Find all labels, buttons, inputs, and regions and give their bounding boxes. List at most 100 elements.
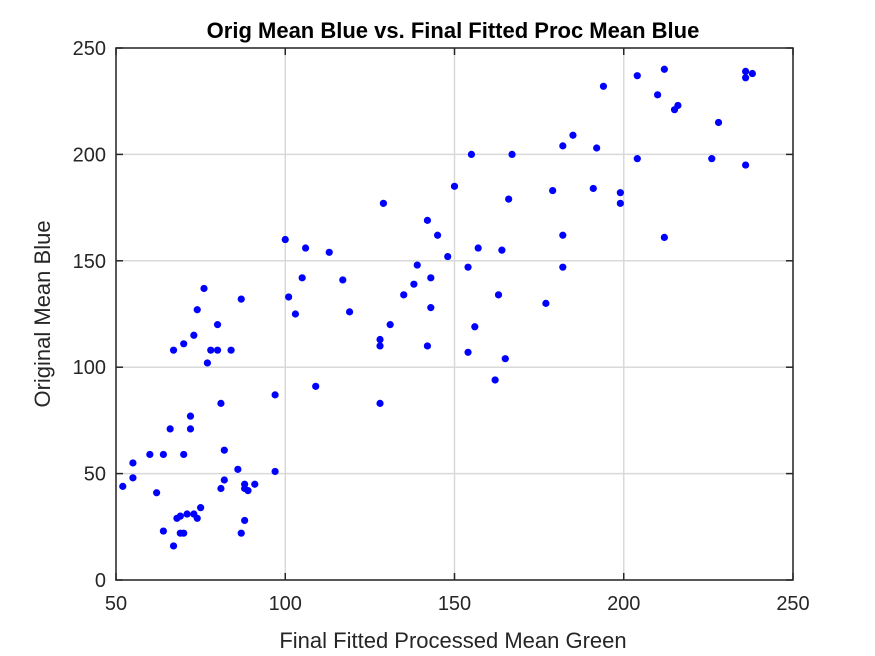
data-point	[559, 263, 567, 271]
data-point	[169, 346, 178, 354]
data-point	[505, 195, 513, 203]
x-tick-label: 200	[607, 593, 640, 615]
data-point	[186, 425, 195, 433]
data-point	[180, 340, 188, 348]
data-point	[423, 216, 432, 224]
data-point	[742, 67, 750, 76]
data-point	[237, 295, 245, 303]
data-point	[708, 155, 716, 163]
data-point	[166, 425, 174, 433]
data-point	[474, 244, 482, 252]
data-point	[197, 504, 205, 512]
data-point	[129, 459, 137, 467]
data-point	[159, 527, 167, 535]
data-point	[450, 182, 459, 190]
data-point	[379, 199, 388, 207]
data-point	[301, 244, 310, 252]
data-point	[494, 291, 503, 299]
x-tick-label: 100	[269, 593, 302, 615]
data-point	[237, 529, 245, 537]
data-point	[400, 291, 408, 299]
data-point	[616, 189, 624, 197]
data-point	[339, 276, 347, 284]
data-point	[508, 150, 516, 158]
x-tick-label: 50	[105, 593, 127, 615]
data-point	[714, 118, 723, 127]
data-point	[376, 342, 384, 350]
data-point	[217, 399, 225, 407]
chart-title: Orig Mean Blue vs. Final Fitted Proc Mea…	[207, 18, 700, 43]
data-point	[742, 74, 750, 82]
y-tick-label: 100	[73, 357, 106, 379]
data-point	[593, 144, 601, 152]
data-point	[345, 308, 354, 316]
data-point	[559, 231, 567, 239]
y-tick-label: 150	[73, 251, 106, 273]
data-point	[660, 233, 668, 241]
data-point	[146, 450, 154, 459]
data-point	[549, 186, 557, 195]
data-point	[200, 284, 208, 293]
data-point	[207, 346, 215, 354]
data-point	[616, 199, 624, 207]
data-point	[413, 261, 421, 269]
y-tick-label: 250	[73, 38, 106, 60]
data-point	[213, 321, 222, 329]
data-point	[180, 450, 188, 459]
data-point	[234, 465, 242, 473]
data-point	[271, 467, 279, 476]
data-point	[119, 482, 127, 490]
data-point	[325, 248, 333, 256]
grid	[115, 47, 794, 581]
data-point	[190, 331, 198, 339]
data-point	[427, 304, 435, 312]
data-point	[312, 382, 320, 390]
data-point	[186, 412, 195, 420]
data-point	[742, 161, 750, 169]
data-point	[433, 231, 442, 239]
x-axis-label: Final Fitted Processed Mean Green	[279, 628, 626, 653]
data-point	[183, 510, 191, 518]
data-point	[444, 252, 452, 261]
data-point	[498, 246, 506, 254]
data-point	[654, 91, 662, 99]
y-axis-label: Original Mean Blue	[30, 220, 55, 407]
data-point	[285, 293, 293, 301]
x-tick-label: 250	[776, 593, 809, 615]
data-point	[159, 450, 167, 459]
data-point	[559, 142, 567, 150]
data-point	[589, 184, 597, 193]
data-point	[271, 391, 279, 399]
data-point	[464, 263, 472, 271]
data-point	[169, 542, 178, 550]
data-point	[291, 310, 300, 318]
y-tick-label: 50	[84, 464, 106, 486]
data-point	[129, 474, 137, 482]
data-point	[386, 321, 394, 329]
data-point	[176, 512, 184, 520]
data-point	[251, 480, 259, 488]
data-point	[427, 274, 435, 282]
data-point	[423, 342, 432, 350]
data-point	[471, 323, 479, 331]
data-point	[217, 484, 225, 493]
data-point	[599, 82, 608, 90]
data-point	[491, 376, 499, 384]
data-point	[674, 101, 682, 110]
data-point	[464, 348, 472, 356]
axis-ticks	[115, 47, 794, 581]
data-point	[153, 489, 161, 497]
data-point	[633, 155, 641, 163]
data-point	[376, 335, 384, 344]
y-tick-label: 0	[95, 570, 106, 592]
x-tick-label: 150	[438, 593, 471, 615]
data-point	[467, 150, 476, 158]
data-point	[244, 487, 252, 495]
data-point	[220, 446, 228, 454]
data-point	[501, 355, 509, 363]
data-point	[298, 274, 306, 282]
data-point	[193, 514, 201, 522]
data-points	[119, 65, 756, 550]
